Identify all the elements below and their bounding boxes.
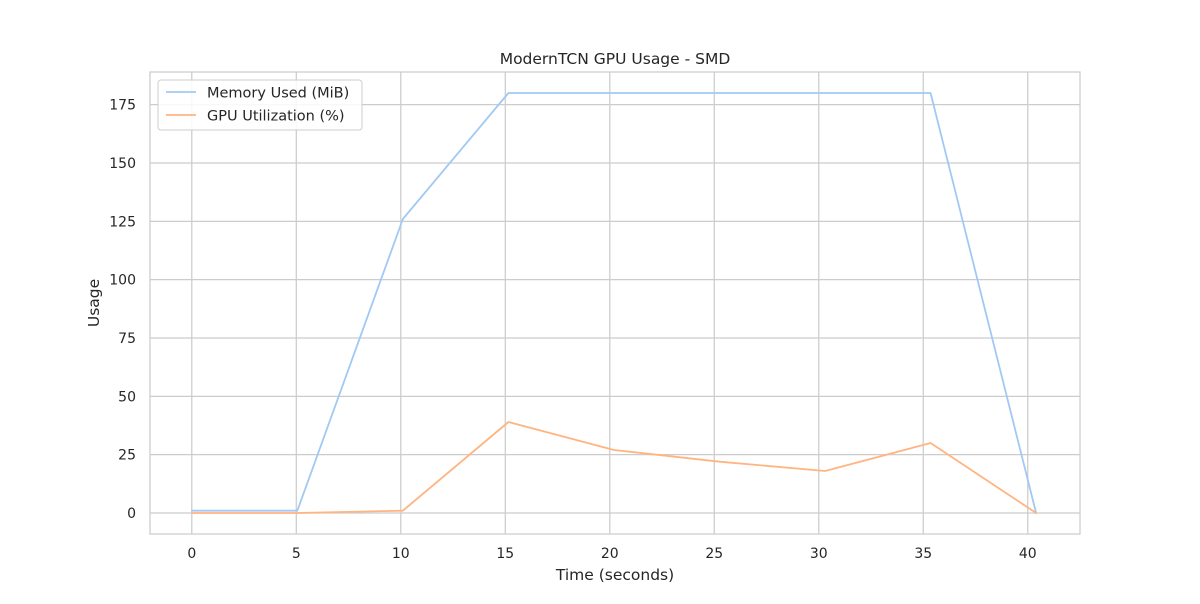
legend-box bbox=[157, 79, 363, 131]
grid bbox=[150, 72, 1080, 534]
series-line-memory-used bbox=[190, 92, 1038, 514]
y-tick-label: 150 bbox=[109, 156, 136, 172]
plot-frame bbox=[149, 71, 1081, 535]
x-tick-label: 15 bbox=[496, 546, 514, 562]
x-tick-label: 25 bbox=[705, 546, 723, 562]
y-tick-label: 125 bbox=[109, 214, 136, 230]
y-tick-label: 75 bbox=[118, 331, 136, 347]
legend-label-gpu-utilization: GPU Utilization (%) bbox=[207, 109, 345, 125]
legend-label-memory-used: Memory Used (MiB) bbox=[207, 86, 349, 102]
x-tick-label: 35 bbox=[914, 546, 932, 562]
y-tick-label: 0 bbox=[127, 506, 136, 522]
x-tick-label: 10 bbox=[392, 546, 410, 562]
x-tick-label: 0 bbox=[187, 546, 196, 562]
y-axis-label: Usage bbox=[85, 279, 103, 327]
y-tick-label: 25 bbox=[118, 448, 136, 464]
series-lines bbox=[190, 92, 1038, 514]
y-tick-label: 175 bbox=[109, 98, 136, 114]
y-tick-label: 100 bbox=[109, 273, 136, 289]
x-axis-label: Time (seconds) bbox=[555, 566, 674, 584]
legend: Memory Used (MiB) GPU Utilization (%) bbox=[157, 79, 363, 131]
y-tick-label: 50 bbox=[118, 389, 136, 405]
x-tick-label: 40 bbox=[1019, 546, 1037, 562]
x-tick-label: 5 bbox=[292, 546, 301, 562]
x-tick-label: 30 bbox=[810, 546, 828, 562]
chart-title: ModernTCN GPU Usage - SMD bbox=[500, 50, 731, 68]
x-tick-label: 20 bbox=[601, 546, 619, 562]
series-line-gpu-utilization bbox=[190, 421, 1038, 514]
tick-labels: 0 5 10 15 20 25 30 35 40 0 25 50 75 100 125 150 175 bbox=[109, 98, 1036, 562]
